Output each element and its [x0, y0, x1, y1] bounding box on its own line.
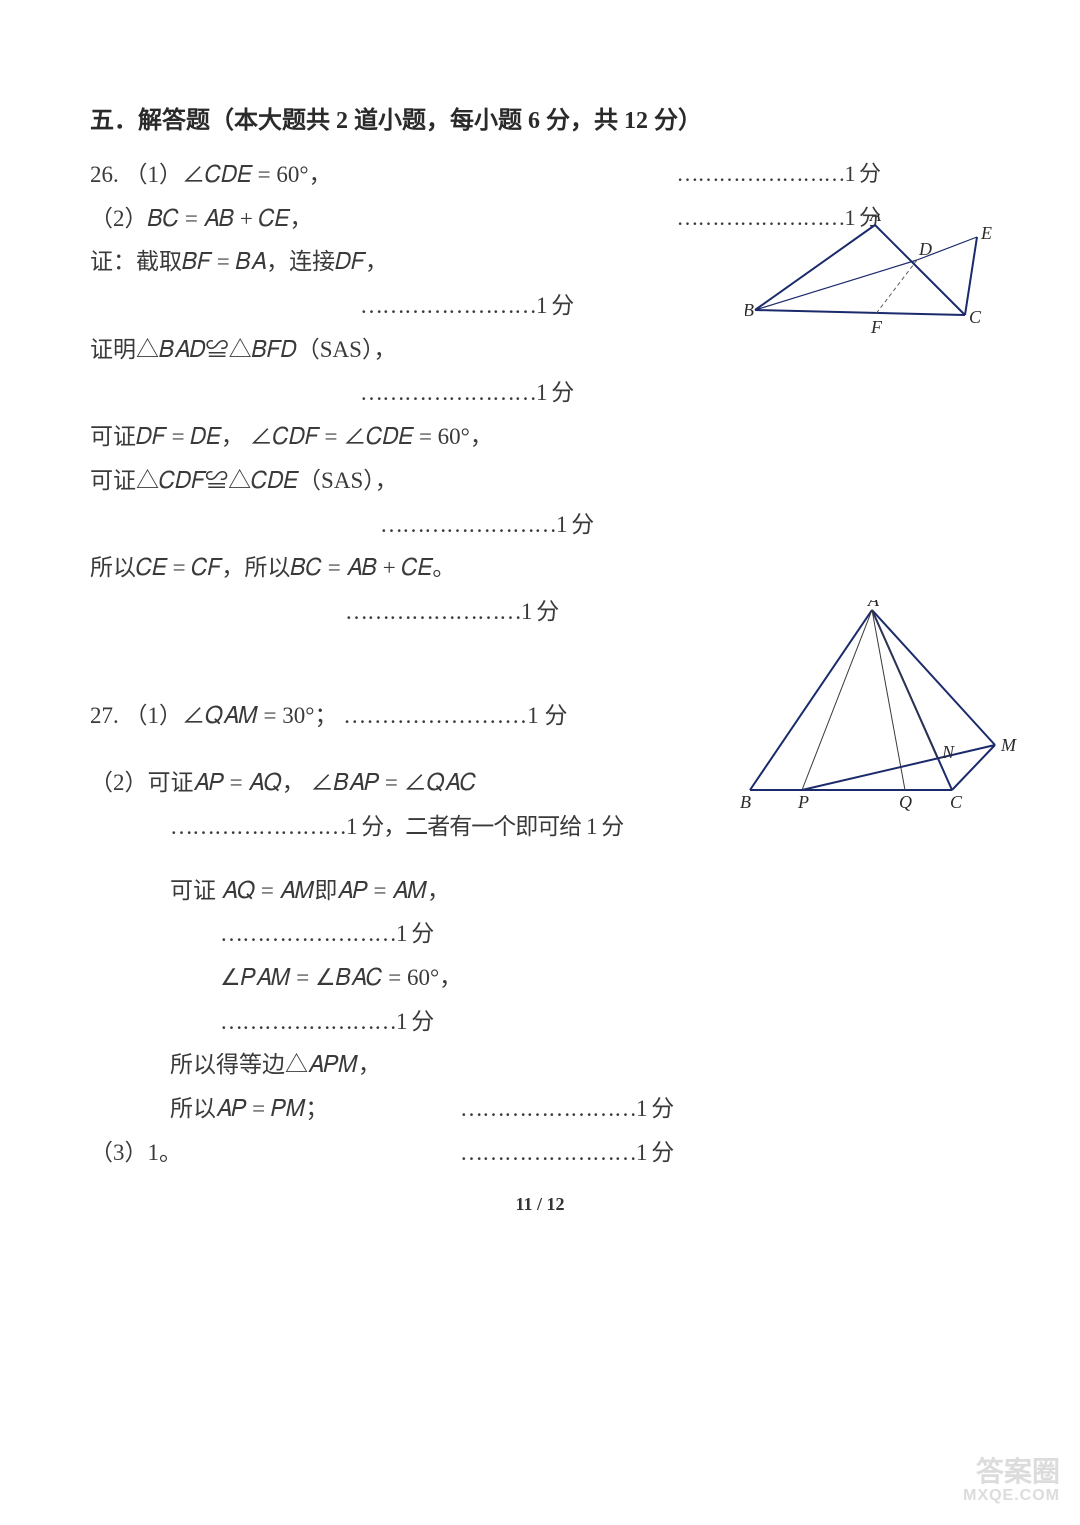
watermark: 答案圈 MXQE.COM — [963, 1457, 1060, 1505]
q26-line: 可证𝐷𝐹 = 𝐷𝐸， ∠𝐶𝐷𝐹 = ∠𝐶𝐷𝐸 = 60°， — [90, 415, 990, 459]
q27-line: 可证 𝐴𝑄 = 𝐴𝑀即𝐴𝑃 = 𝐴𝑀， — [90, 869, 990, 913]
svg-text:A: A — [867, 600, 880, 610]
q27-p4-score: ……………………1 分 — [90, 1000, 990, 1044]
q26-p1-text: 26. （1）∠𝐶𝐷𝐸 = 60°， — [90, 162, 332, 187]
watermark-main: 答案圈 — [976, 1456, 1060, 1487]
svg-text:E: E — [980, 223, 992, 243]
svg-text:F: F — [870, 317, 883, 337]
q27-p6-text: 所以𝐴𝑃 = 𝑃𝑀； — [90, 1087, 328, 1131]
svg-text:P: P — [797, 792, 809, 812]
svg-text:D: D — [918, 239, 932, 259]
q27-p7-score: ……………………1 分 — [460, 1131, 673, 1175]
section-header: 五．解答题（本大题共 2 道小题，每小题 6 分，共 12 分） — [90, 100, 990, 135]
q27-line: （3）1。 ……………………1 分 — [90, 1131, 990, 1175]
q27-p3-score: ……………………1 分 — [90, 912, 990, 956]
q27-line: ∠𝑃𝐴𝑀 = ∠𝐵𝐴𝐶 = 60°， — [90, 956, 990, 1000]
q26-p4-score: ……………………1 分 — [90, 371, 990, 415]
q27-p6-score: ……………………1 分 — [460, 1087, 673, 1131]
page-number: 11 / 12 — [0, 1194, 1080, 1215]
q26-p2-text: （2）𝐵𝐶 = 𝐴𝐵 + 𝐶𝐸， — [90, 206, 312, 231]
svg-text:C: C — [969, 307, 982, 327]
svg-text:A: A — [869, 215, 882, 225]
q26-p6-score: ……………………1 分 — [90, 503, 990, 547]
figure-27-diagram: A B P Q C M N — [740, 600, 1020, 820]
svg-text:N: N — [941, 742, 955, 762]
q27-p7-text: （3）1。 — [90, 1140, 182, 1165]
watermark-sub: MXQE.COM — [963, 1487, 1060, 1505]
q26-line: 可证△𝐶𝐷𝐹≌△𝐶𝐷𝐸（SAS）， — [90, 459, 990, 503]
q26-p1-score: ……………………1 分 — [676, 153, 880, 195]
svg-text:B: B — [740, 792, 751, 812]
q27-line: 所以得等边△𝐴𝑃𝑀， — [90, 1043, 990, 1087]
q26-line: 26. （1）∠𝐶𝐷𝐸 = 60°， ……………………1 分 — [90, 153, 990, 197]
svg-text:Q: Q — [899, 792, 912, 812]
q26-line: 所以𝐶𝐸 = 𝐶𝐹，所以𝐵𝐶 = 𝐴𝐵 + 𝐶𝐸。 — [90, 546, 990, 590]
figure-26-diagram: A B C D E F — [745, 215, 1020, 345]
q27-line: 所以𝐴𝑃 = 𝑃𝑀； ……………………1 分 — [90, 1087, 990, 1131]
svg-text:B: B — [745, 300, 754, 320]
svg-text:C: C — [950, 792, 963, 812]
svg-text:M: M — [1000, 735, 1017, 755]
